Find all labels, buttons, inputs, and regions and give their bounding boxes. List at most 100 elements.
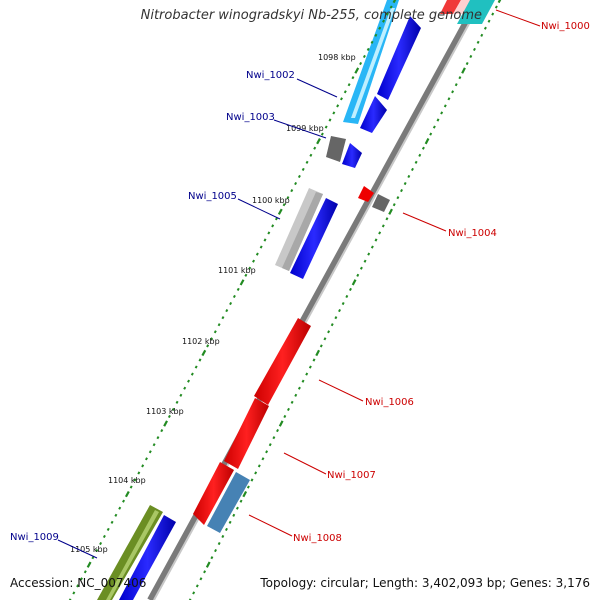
gene-blue-1005-arrow[interactable] bbox=[290, 198, 338, 279]
gene-labels: Nwi_1000 Nwi_1002 Nwi_1003 Nwi_1005 Nwi_… bbox=[10, 21, 590, 544]
genome-summary-text: Topology: circular; Length: 3,402,093 bp… bbox=[260, 576, 590, 590]
scale-tick bbox=[248, 266, 252, 270]
scale-tick bbox=[370, 40, 374, 44]
scale-tick bbox=[246, 485, 250, 489]
scale-tick bbox=[217, 541, 221, 546]
scale-tick bbox=[436, 118, 440, 122]
scale-label-1101: 1101 kbp bbox=[218, 266, 256, 275]
gene-nwi-1007-feature[interactable] bbox=[224, 398, 269, 469]
scale-tick bbox=[362, 54, 366, 59]
scale-tick bbox=[327, 330, 331, 334]
scale-tick bbox=[370, 245, 374, 249]
gene-nwi-1009-feature-highlight bbox=[106, 510, 159, 600]
gene-label-nwi-1000[interactable]: Nwi_1000 bbox=[541, 21, 590, 32]
scale-tick bbox=[198, 358, 202, 362]
scale-tick bbox=[255, 252, 259, 256]
gene-label-nwi-1009[interactable]: Nwi_1009 bbox=[10, 532, 59, 543]
scale-tick bbox=[203, 570, 207, 574]
scale-tick bbox=[290, 400, 294, 404]
scale-tick bbox=[239, 279, 245, 286]
scale-tick bbox=[305, 372, 309, 376]
scale-tick bbox=[378, 26, 382, 30]
scale-tick bbox=[429, 132, 433, 136]
scale-tick bbox=[124, 490, 130, 498]
scale-tick bbox=[381, 224, 385, 228]
scale-tick bbox=[190, 372, 194, 376]
gene-label-nwi-1004[interactable]: Nwi_1004 bbox=[448, 228, 497, 239]
gene-blue-upper-2[interactable] bbox=[360, 96, 387, 133]
scale-tick bbox=[343, 90, 347, 94]
scale-tick bbox=[175, 400, 179, 404]
scale-tick bbox=[388, 208, 393, 215]
scale-tick bbox=[225, 527, 228, 531]
scale-tick bbox=[261, 457, 265, 461]
scale-tick bbox=[160, 429, 164, 433]
gene-nwi-1004-feature-red[interactable] bbox=[358, 186, 374, 202]
scale-tick bbox=[254, 471, 258, 475]
gene-label-nwi-1002[interactable]: Nwi_1002 bbox=[246, 70, 295, 81]
scale-tick bbox=[354, 67, 360, 74]
scale-tick bbox=[95, 549, 99, 553]
gene-red-1008-left[interactable] bbox=[193, 462, 234, 525]
gene-feature-cyan-top[interactable] bbox=[457, 0, 495, 24]
scale-tick bbox=[451, 90, 455, 94]
gene-label-nwi-1006[interactable]: Nwi_1006 bbox=[365, 397, 414, 408]
gene-nwi-1006-feature[interactable] bbox=[254, 318, 311, 405]
scale-tick bbox=[242, 490, 248, 498]
scale-tick bbox=[79, 577, 83, 581]
scale-tick bbox=[268, 443, 272, 447]
scale-tick bbox=[301, 379, 305, 383]
gene-nwi-1003-feature[interactable] bbox=[326, 136, 346, 162]
scale-tick bbox=[232, 513, 236, 517]
scale-tick bbox=[250, 478, 254, 482]
scale-tick bbox=[324, 125, 328, 129]
scale-tick bbox=[257, 464, 261, 468]
scale-tick bbox=[110, 520, 114, 524]
scale-tick bbox=[192, 591, 196, 595]
leader-nwi-1008 bbox=[248, 514, 293, 537]
scale-tick bbox=[141, 464, 145, 468]
scale-tick bbox=[272, 436, 276, 440]
leader-nwi-1003 bbox=[273, 119, 327, 139]
scale-tick bbox=[359, 61, 363, 66]
gene-label-nwi-1008[interactable]: Nwi_1008 bbox=[293, 533, 342, 544]
gene-nwi-1005-feature-shade bbox=[282, 192, 323, 271]
scale-tick bbox=[308, 365, 312, 369]
gene-blue-1003-arrow[interactable] bbox=[342, 143, 362, 168]
scale-label-1098: 1098 kbp bbox=[318, 53, 356, 62]
scale-tick bbox=[432, 125, 436, 129]
scale-tick bbox=[374, 33, 378, 37]
gene-label-nwi-1005[interactable]: Nwi_1005 bbox=[188, 191, 237, 202]
scale-tick bbox=[195, 584, 199, 588]
scale-tick bbox=[99, 541, 103, 546]
accession-text: Accession: NC_007406 bbox=[10, 576, 147, 590]
scale-tick bbox=[440, 111, 444, 115]
scale-tick bbox=[349, 287, 352, 291]
scale-tick bbox=[294, 181, 298, 186]
gene-label-nwi-1007[interactable]: Nwi_1007 bbox=[327, 470, 376, 481]
scale-tick bbox=[206, 344, 210, 348]
scale-tick bbox=[278, 420, 284, 427]
scale-tick bbox=[421, 146, 425, 150]
gene-nwi-1000-feature[interactable] bbox=[440, 0, 461, 14]
scale-tick bbox=[236, 287, 240, 291]
gene-label-nwi-1003[interactable]: Nwi_1003 bbox=[226, 112, 275, 123]
gene-nwi-1008-feature[interactable] bbox=[207, 472, 250, 533]
gene-blue-1009-arrow[interactable] bbox=[119, 515, 176, 600]
scale-tick bbox=[403, 181, 407, 186]
scale-tick bbox=[210, 556, 214, 560]
gene-nwi-1004-feature[interactable] bbox=[372, 194, 390, 212]
scale-tick bbox=[338, 309, 341, 313]
gene-blue-upper-1[interactable] bbox=[377, 16, 421, 100]
scale-tick bbox=[148, 450, 152, 454]
scale-tick bbox=[252, 259, 256, 263]
scale-tick bbox=[137, 471, 141, 475]
scale-tick bbox=[232, 294, 236, 299]
scale-tick bbox=[374, 238, 378, 242]
scale-tick bbox=[313, 146, 317, 150]
scale-tick bbox=[229, 301, 233, 306]
scale-label-1102: 1102 kbp bbox=[182, 337, 220, 346]
scale-tick bbox=[461, 67, 466, 74]
